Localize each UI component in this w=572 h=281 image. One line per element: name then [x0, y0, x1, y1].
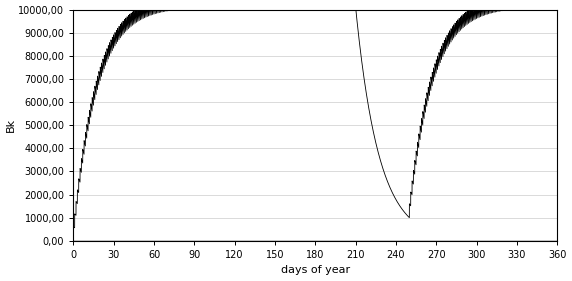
X-axis label: days of year: days of year — [281, 266, 350, 275]
Y-axis label: Bk: Bk — [6, 118, 15, 132]
